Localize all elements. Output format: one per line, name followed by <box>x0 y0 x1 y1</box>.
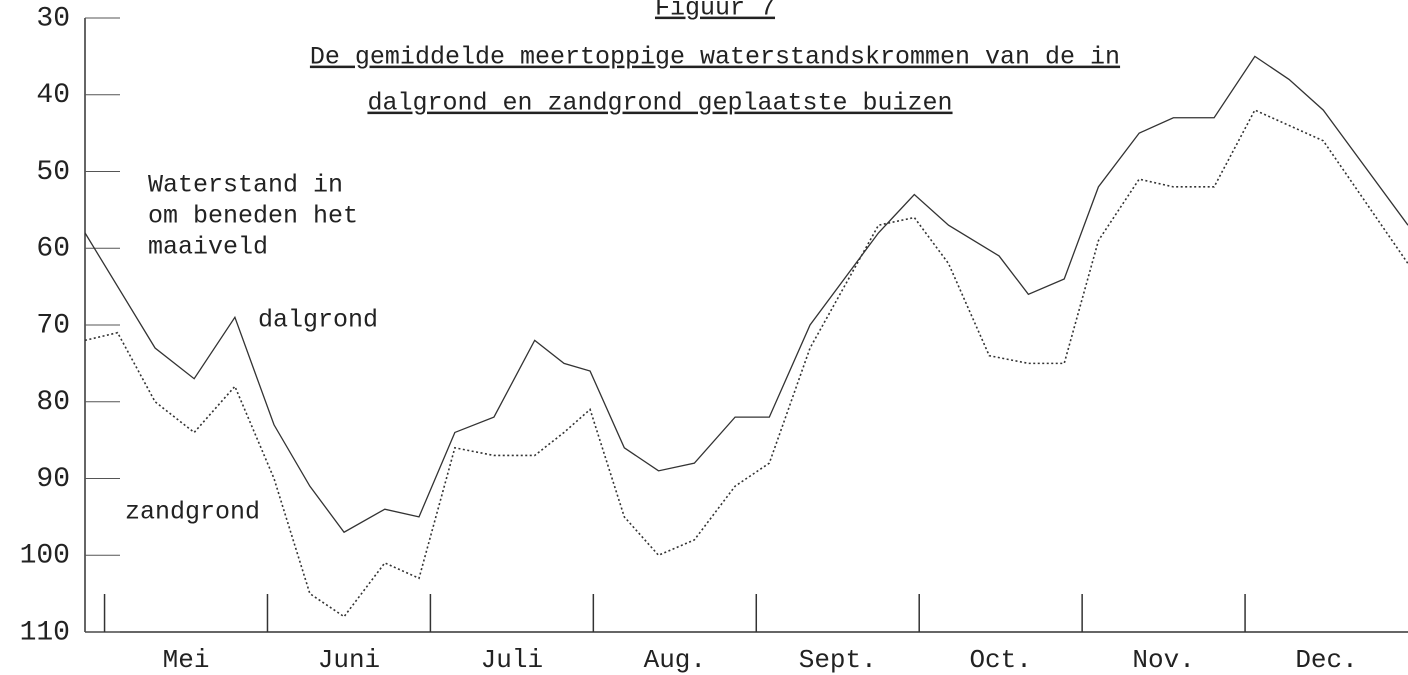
y-tick-label: 40 <box>36 80 70 111</box>
y-tick-label: 80 <box>36 387 70 418</box>
data-line <box>84 109 1408 618</box>
data-line <box>84 55 1408 534</box>
y-tick-label: 110 <box>20 617 70 648</box>
x-tick-label: Mei <box>163 645 210 675</box>
y-tick-label: 60 <box>36 234 70 265</box>
y-tick-label: 90 <box>36 464 70 495</box>
x-tick-label: Nov. <box>1132 645 1194 675</box>
x-tick-label: Aug. <box>644 645 706 675</box>
chart-subtitle: dalgrond en zandgrond geplaatste buizen <box>367 89 952 118</box>
series-label: zandgrond <box>125 498 260 527</box>
y-axis-label: maaiveld <box>148 233 268 262</box>
y-axis-label: om beneden het <box>148 202 358 231</box>
x-tick-label: Juni <box>318 645 380 675</box>
x-tick-label: Sept. <box>799 645 877 675</box>
chart-title: Figuur 7 <box>655 0 775 23</box>
series-label: dalgrond <box>258 306 378 335</box>
y-tick-label: 70 <box>36 310 70 341</box>
x-tick-label: Oct. <box>969 645 1031 675</box>
y-tick-label: 100 <box>20 541 70 572</box>
x-tick-label: Dec. <box>1295 645 1357 675</box>
y-tick-label: 50 <box>36 157 70 188</box>
y-axis-label: Waterstand in <box>148 171 343 200</box>
x-tick-label: Juli <box>481 645 543 675</box>
y-tick-label: 30 <box>36 3 70 34</box>
chart-subtitle: De gemiddelde meertoppige waterstandskro… <box>310 43 1120 72</box>
